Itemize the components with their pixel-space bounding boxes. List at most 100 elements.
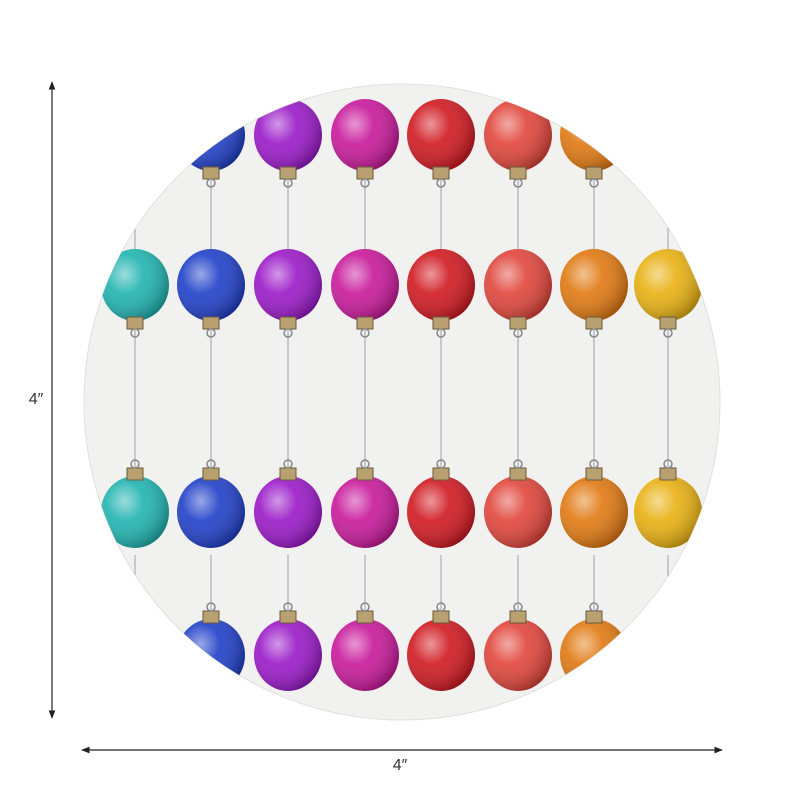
ornament-loop <box>360 178 370 188</box>
ornament-loop <box>360 459 370 469</box>
ornament-shine <box>560 476 628 548</box>
ornament-cap <box>126 610 144 624</box>
ornament-shine <box>634 619 702 691</box>
ornament-shine <box>407 476 475 548</box>
ornament-shine <box>484 476 552 548</box>
ornament-cap <box>126 467 144 481</box>
ornament-loop <box>130 178 140 188</box>
ornaments <box>101 99 702 691</box>
ornament-shine <box>101 476 169 548</box>
ornament-loop <box>130 602 140 612</box>
ornament-loop <box>589 178 599 188</box>
ornament-shine <box>101 249 169 321</box>
ornament-cap <box>659 166 677 180</box>
ornament-shine <box>407 249 475 321</box>
ornament-cap <box>126 316 144 330</box>
ornament-shine <box>177 99 245 171</box>
ornament-cap <box>509 467 527 481</box>
ornament-shine <box>634 99 702 171</box>
ornament-cap <box>585 316 603 330</box>
ornament-shine <box>484 619 552 691</box>
ornament-loop <box>283 602 293 612</box>
ornament-cap <box>585 166 603 180</box>
ornament-cap <box>356 467 374 481</box>
ornament-cap <box>126 166 144 180</box>
ornament-loop <box>663 328 673 338</box>
ornament-loop <box>130 459 140 469</box>
ornament-cap <box>509 166 527 180</box>
ornament-shine <box>560 99 628 171</box>
ornament <box>101 619 169 691</box>
ornament-shine <box>101 619 169 691</box>
ornament-shine <box>484 249 552 321</box>
ornament-loop <box>513 602 523 612</box>
ornament-shine <box>254 249 322 321</box>
ornament-loop <box>663 178 673 188</box>
ornament <box>634 619 702 691</box>
ornament-loop <box>663 459 673 469</box>
ornament-loop <box>206 328 216 338</box>
ornament-cap <box>509 316 527 330</box>
ornament-cap <box>202 316 220 330</box>
ornament-loop <box>663 602 673 612</box>
ornament-loop <box>436 602 446 612</box>
ornament-loop <box>436 178 446 188</box>
ornament-shine <box>101 99 169 171</box>
ornament-loop <box>283 328 293 338</box>
ornament-loop <box>283 178 293 188</box>
ornament-shine <box>331 476 399 548</box>
ornament-shine <box>254 99 322 171</box>
ornament-cap <box>202 166 220 180</box>
ornament-loop <box>206 459 216 469</box>
ornament-cap <box>509 610 527 624</box>
ornament-shine <box>331 249 399 321</box>
ornament-cap <box>659 610 677 624</box>
ornament <box>101 99 169 171</box>
ornament-cap <box>432 467 450 481</box>
ornament-cap <box>659 316 677 330</box>
ornament-shine <box>177 249 245 321</box>
ornament-cap <box>279 316 297 330</box>
ornament-loop <box>436 459 446 469</box>
ornament-loop <box>436 328 446 338</box>
ornament-loop <box>360 328 370 338</box>
ornament-cap <box>356 610 374 624</box>
ornament-loop <box>513 328 523 338</box>
ornament-shine <box>560 249 628 321</box>
ornament-loop <box>589 459 599 469</box>
ornament-loop <box>513 178 523 188</box>
ornament-loop <box>589 328 599 338</box>
ornament-cap <box>356 166 374 180</box>
coaster <box>83 83 721 721</box>
ornament <box>634 99 702 171</box>
ornament-loop <box>130 328 140 338</box>
ornament-shine <box>177 619 245 691</box>
ornament-shine <box>407 99 475 171</box>
ornament-loop <box>360 602 370 612</box>
ornament-cap <box>432 610 450 624</box>
ornament-shine <box>254 619 322 691</box>
ornament-cap <box>585 610 603 624</box>
ornament-cap <box>279 166 297 180</box>
ornament-shine <box>484 99 552 171</box>
ornament-shine <box>634 476 702 548</box>
ornament-loop <box>513 459 523 469</box>
ornament-shine <box>254 476 322 548</box>
ornament-cap <box>279 610 297 624</box>
ornament-cap <box>659 467 677 481</box>
ornament-loop <box>589 602 599 612</box>
width-label: 4″ <box>393 757 408 774</box>
ornament-loop <box>283 459 293 469</box>
ornament-shine <box>560 619 628 691</box>
ornament-shine <box>407 619 475 691</box>
ornament-cap <box>202 467 220 481</box>
ornament-shine <box>331 99 399 171</box>
ornament-loop <box>206 602 216 612</box>
ornament-loop <box>206 178 216 188</box>
ornament-cap <box>202 610 220 624</box>
ornament-shine <box>177 476 245 548</box>
ornament-shine <box>634 249 702 321</box>
ornament-cap <box>432 166 450 180</box>
height-label: 4″ <box>29 391 44 408</box>
